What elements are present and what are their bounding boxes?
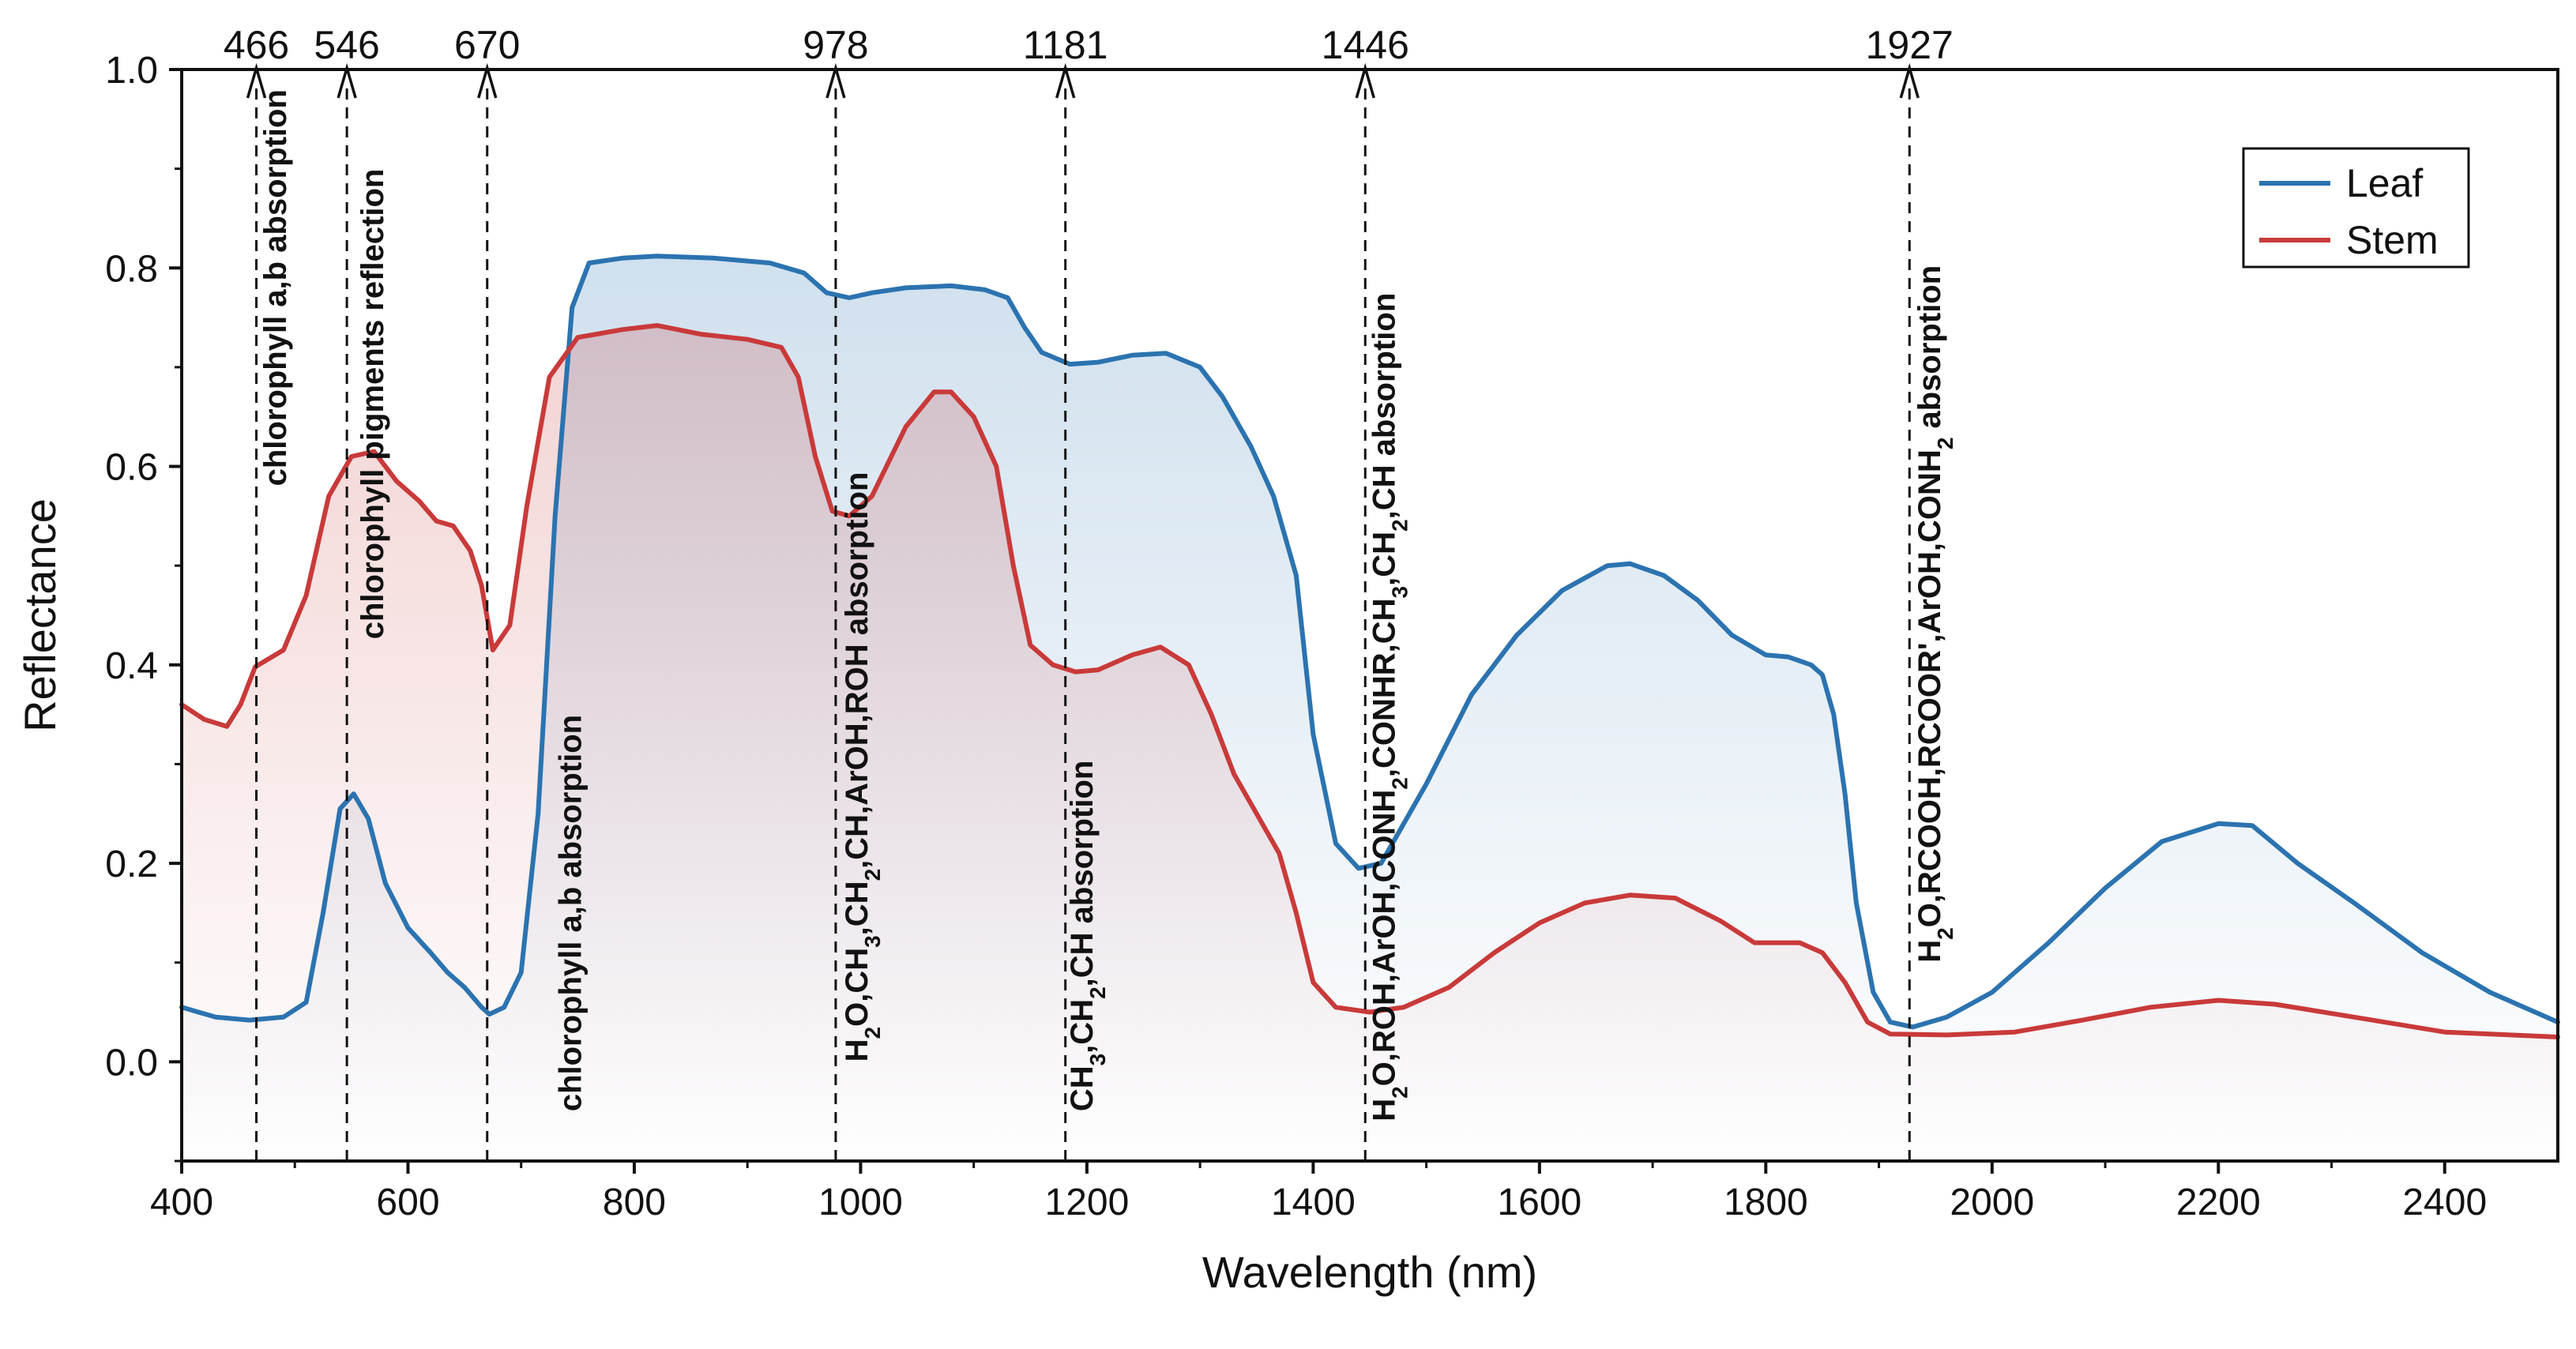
marker-label-1181: 1181 [1023, 23, 1108, 67]
annotation-7: H2O,RCOOH,RCOOR',ArOH,CONH2 absorption [1912, 265, 1957, 963]
y-tick-label: 0.2 [105, 844, 158, 885]
x-axis: 400 600 800 1000 1200 1400 1600 1800 2000 2200 240… [150, 1161, 2487, 1223]
y-tick-label: 0.0 [105, 1042, 158, 1084]
marker-label-546: 546 [314, 23, 379, 67]
x-tick-label: 1000 [818, 1182, 903, 1223]
annotation-3: chlorophyll a,b absorption [554, 715, 589, 1111]
marker-lines: 466 546 670 978 1181 1446 1927 [224, 23, 1954, 1161]
stem-area [182, 325, 2558, 1162]
x-tick-label: 2200 [2176, 1182, 2261, 1223]
x-tick-label: 1200 [1045, 1182, 1130, 1223]
x-tick-label: 800 [603, 1182, 666, 1223]
x-tick-label: 400 [150, 1182, 213, 1223]
y-tick-label: 0.8 [105, 248, 158, 290]
legend-label-stem: Stem [2346, 218, 2439, 262]
y-tick-label: 0.6 [105, 447, 158, 489]
plot-frame [180, 68, 2559, 1163]
annotation-2: chlorophyll pigments reflection [355, 169, 390, 640]
x-tick-label: 1600 [1497, 1182, 1581, 1223]
annotation-1: chlorophyll a,b absorption [258, 89, 293, 486]
marker-label-1446: 1446 [1322, 23, 1409, 67]
annotation-4: H2O,CH3,CH2,CH,ArOH,ROH absorption [840, 472, 885, 1062]
y-axis-title: Reflectance [15, 498, 65, 732]
legend: Leaf Stem [2242, 147, 2470, 269]
x-tick-label: 2000 [1950, 1182, 2034, 1223]
series-fills [182, 256, 2558, 1162]
x-axis-title: Wavelength (nm) [1202, 1247, 1537, 1297]
annotation-6: H2O,ROH,ArOH,CONH2,CONHR,CH3,CH2,CH abso… [1367, 293, 1412, 1122]
series-lines [179, 254, 2560, 1039]
x-tick-label: 1800 [1724, 1182, 1808, 1223]
marker-label-466: 466 [224, 23, 289, 67]
x-tick-label: 1400 [1271, 1182, 1356, 1223]
x-tick-label: 2400 [2402, 1182, 2487, 1223]
stem-line [179, 323, 2560, 1039]
marker-label-670: 670 [454, 23, 520, 67]
annotation-5: CH3,CH2,CH absorption [1065, 761, 1110, 1112]
y-axis: 0.0 0.2 0.4 0.6 0.8 1.0 [105, 50, 182, 1163]
marker-label-978: 978 [803, 23, 868, 67]
leaf-line [179, 254, 2560, 1030]
y-tick-label: 1.0 [105, 50, 158, 92]
legend-box [2242, 147, 2470, 269]
x-tick-label: 600 [376, 1182, 439, 1223]
annotations: chlorophyll a,b absorption chlorophyll pi… [258, 89, 1957, 1122]
y-tick-label: 0.4 [105, 645, 158, 687]
marker-label-1927: 1927 [1866, 23, 1954, 67]
legend-label-leaf: Leaf [2346, 161, 2423, 205]
